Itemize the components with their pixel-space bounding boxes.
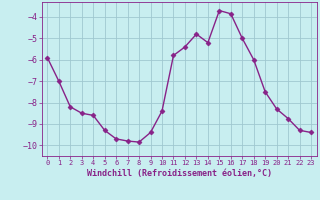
X-axis label: Windchill (Refroidissement éolien,°C): Windchill (Refroidissement éolien,°C)	[87, 169, 272, 178]
